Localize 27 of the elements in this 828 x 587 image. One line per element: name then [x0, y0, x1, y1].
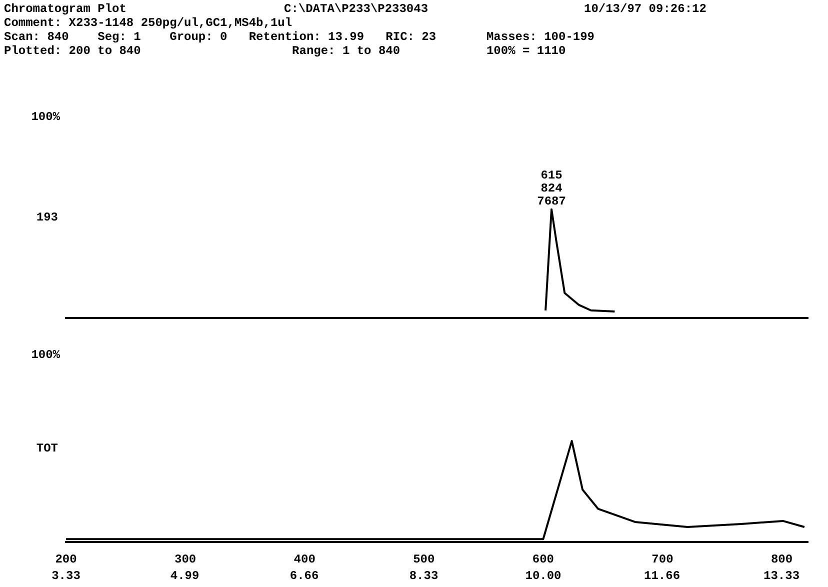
text: 615 [540, 168, 562, 182]
x-tick-label: 800 [770, 552, 793, 566]
x-tick-label: 200 [55, 552, 77, 566]
x2-tick-label: 3.33 [52, 568, 80, 583]
text: Comment: X233-1148 250pg/ul,GC1,MS4b,1ul [4, 16, 294, 30]
text: 7687 [537, 194, 566, 208]
text: Chromatogram Plot [4, 2, 128, 16]
x2-tick-label: 11.66 [644, 568, 680, 583]
x-tick-label: 300 [174, 552, 196, 566]
x-tick-label: 500 [413, 552, 435, 566]
x2-tick-label: 13.33 [764, 568, 800, 583]
y-axis-title: 193 [36, 210, 58, 225]
x2-tick-label: 10.00 [525, 568, 562, 583]
text: 100% [31, 348, 61, 362]
text: 10/13/97 09:26:12 [584, 2, 706, 16]
x2-tick-label: 4.99 [170, 568, 200, 583]
text: C:\DATA\P233\P233043 [284, 2, 430, 16]
x-tick-label: 400 [294, 552, 316, 566]
text: Scan: 840 Seg: 1 Group: 0 Retention: 13.99 RIC: 23 Masses: 100-199 [4, 30, 596, 44]
x-tick-label: 700 [652, 552, 674, 566]
x2-tick-label: 6.66 [290, 568, 319, 583]
x2-tick-label: 8.33 [409, 568, 438, 583]
text: 824 [540, 181, 562, 196]
y-axis-title: TOT [36, 442, 58, 456]
x-tick-label: 600 [532, 552, 554, 566]
text: Plotted: 200 to 840 Range: 1 to 840 100% = 1110 [4, 44, 567, 58]
text: 100% [31, 110, 61, 124]
